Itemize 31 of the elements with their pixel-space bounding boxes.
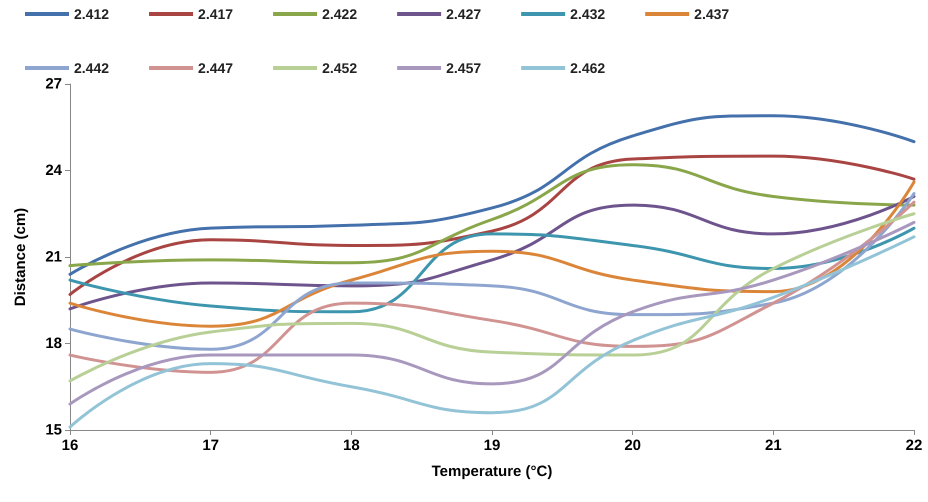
legend-label: 2.452 (322, 60, 358, 76)
x-tick-label: 19 (484, 437, 500, 454)
x-tick-label: 17 (202, 437, 220, 454)
legend-label: 2.447 (198, 60, 234, 76)
x-tick-label: 22 (906, 437, 922, 454)
x-tick-label: 21 (764, 437, 782, 454)
y-axis-title: Distance (cm) (12, 208, 29, 306)
line-series (68, 114, 916, 276)
legend-label: 2.462 (570, 60, 606, 76)
legend-label: 2.422 (322, 6, 358, 22)
legend-label: 2.437 (694, 6, 730, 22)
y-tick-label: 24 (45, 162, 63, 179)
legend-label: 2.417 (198, 6, 234, 22)
x-axis-title: Temperature (°C) (432, 463, 552, 480)
x-tick-label: 18 (342, 437, 360, 454)
x-tick-label: 20 (624, 437, 642, 454)
legend-label: 2.442 (74, 60, 110, 76)
line-series (68, 163, 916, 268)
line-series (68, 194, 916, 310)
y-tick-label: 18 (45, 335, 62, 352)
legend-label: 2.457 (446, 60, 482, 76)
y-tick-label: 21 (45, 248, 62, 266)
x-tick-label: 16 (62, 437, 78, 454)
legend-label: 2.412 (74, 6, 110, 22)
y-tick-label: 27 (45, 76, 62, 92)
line-series (68, 154, 916, 296)
line-series (68, 220, 916, 406)
legend-label: 2.432 (570, 6, 606, 22)
legend-label: 2.427 (446, 6, 482, 22)
line-series (68, 226, 916, 314)
y-tick-label: 15 (45, 422, 62, 438)
